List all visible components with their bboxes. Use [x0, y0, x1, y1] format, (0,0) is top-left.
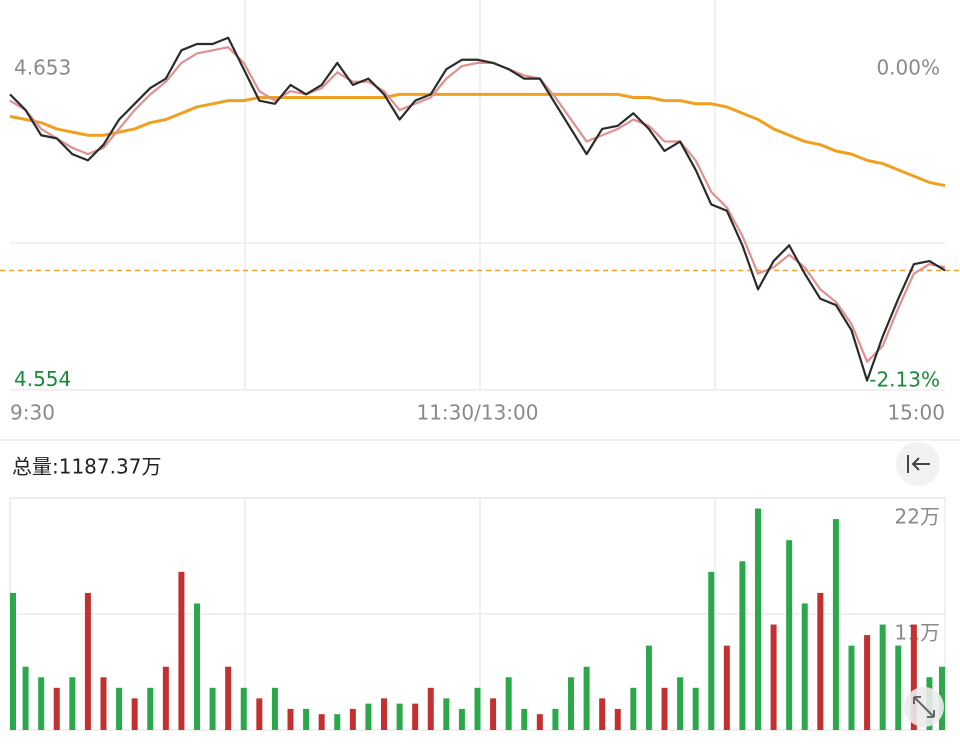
volume-bar	[303, 708, 310, 730]
collapse-button[interactable]	[896, 442, 940, 486]
volume-bar	[568, 677, 574, 730]
volume-bar	[505, 677, 512, 730]
y2-tick-label: -2.13%	[869, 368, 940, 392]
volume-bar	[832, 519, 839, 730]
volume-bar	[116, 687, 123, 730]
volume-bar	[147, 687, 154, 730]
volume-bar	[443, 698, 450, 730]
volume-bar	[427, 687, 434, 730]
volume-bar	[10, 592, 16, 730]
volume-bar	[53, 687, 60, 730]
volume-bar	[552, 708, 559, 730]
price-line	[9, 36, 946, 382]
volume-bar	[38, 677, 45, 730]
volume-bar	[365, 703, 372, 730]
volume-bar	[739, 561, 746, 730]
volume-bar	[490, 698, 497, 730]
volume-bar	[69, 677, 76, 730]
volume-bar	[84, 592, 91, 730]
y-tick-label: 4.653	[14, 56, 71, 80]
expand-button[interactable]	[904, 687, 944, 727]
volume-total: 总量:1187.37万	[12, 455, 161, 479]
volume-bar	[334, 714, 341, 730]
volume-bar	[22, 666, 29, 730]
volume-bar	[209, 687, 216, 730]
volume-bar	[318, 714, 325, 730]
volume-bar	[786, 540, 793, 730]
volume-bar	[458, 708, 465, 730]
volume-bar	[817, 592, 824, 730]
volume-bar	[194, 603, 200, 730]
volume-bar	[178, 571, 185, 730]
volume-bar	[895, 645, 902, 730]
volume-bar	[536, 714, 543, 730]
volume-bar	[287, 708, 294, 730]
volume-bar	[271, 687, 278, 730]
volume-bar	[645, 645, 652, 730]
volume-bar	[661, 687, 668, 730]
volume-bar	[708, 571, 715, 730]
volume-bar	[879, 624, 886, 730]
volume-bar	[599, 698, 606, 730]
volume-bar	[614, 708, 621, 730]
volume-bar	[723, 645, 730, 730]
y2-tick-label: 0.00%	[876, 55, 940, 79]
x-tick-label: 15:00	[887, 401, 945, 425]
x-tick-label: 9:30	[10, 401, 55, 425]
y-tick-label: 22万	[895, 505, 940, 529]
volume-bar	[412, 703, 419, 730]
volume-bar	[131, 698, 138, 730]
volume-bar	[692, 687, 699, 730]
volume-bar	[349, 708, 356, 730]
volume-bar	[381, 698, 387, 730]
volume-bar	[256, 698, 263, 730]
button-icon	[907, 455, 930, 473]
button-icon	[913, 696, 935, 718]
volume-bar	[396, 703, 403, 730]
volume-bar	[583, 666, 590, 730]
volume-bar	[801, 603, 808, 730]
volume-bar	[848, 645, 855, 730]
volume-bar	[100, 677, 107, 730]
y-tick-label: 4.554	[14, 367, 71, 391]
volume-bar	[630, 687, 637, 730]
volume-bar	[755, 508, 761, 730]
volume-bar	[240, 687, 247, 730]
price-line	[9, 46, 946, 363]
volume-bar	[910, 624, 917, 730]
x-tick-label: 11:30/13:00	[416, 401, 538, 425]
volume-bar	[225, 666, 232, 730]
volume-bar	[677, 677, 684, 730]
volume-bar	[864, 635, 871, 730]
volume-bar	[521, 708, 528, 730]
volume-bar	[162, 666, 169, 730]
volume-bar	[770, 624, 777, 730]
volume-bar	[474, 687, 481, 730]
y-tick-label: 11万	[895, 621, 940, 645]
price-line	[9, 92, 946, 188]
